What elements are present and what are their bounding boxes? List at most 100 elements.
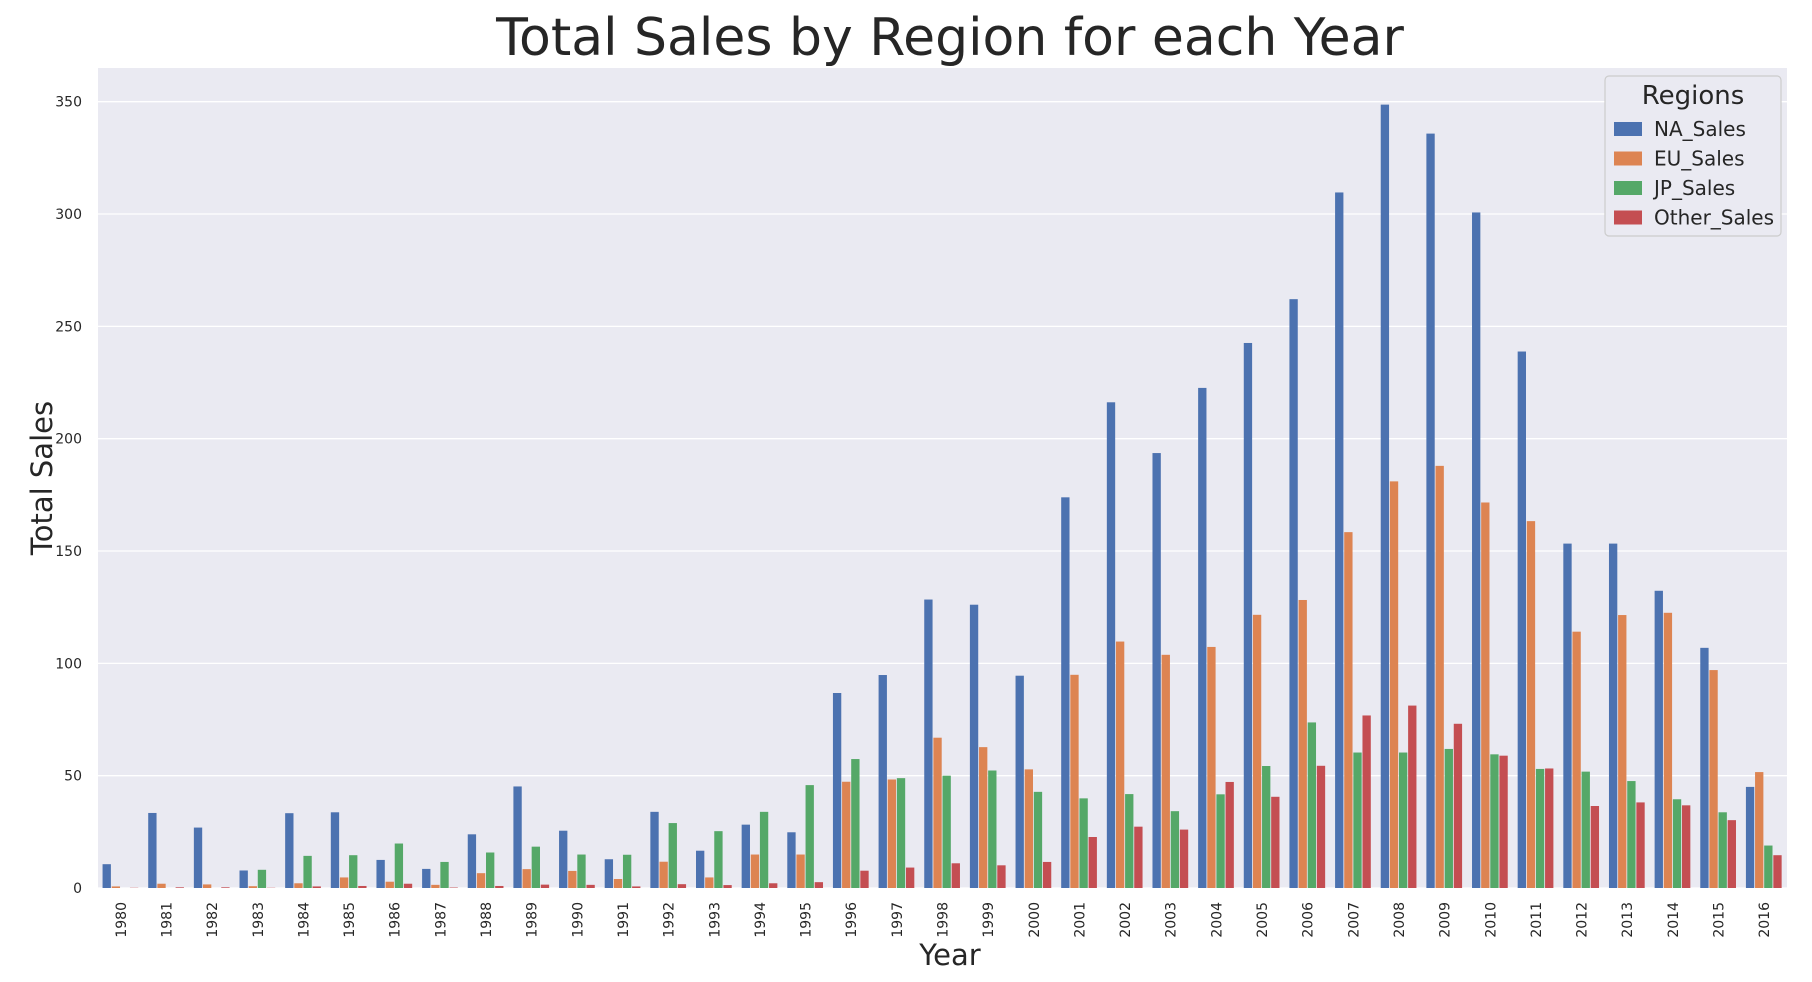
legend-items: NA_Sales EU_Sales JP_Sales Other_Sales [1614,117,1774,230]
x-tick-label: 1986 [388,902,404,938]
bar-other-sales-1981 [175,887,184,888]
legend-swatch [1614,151,1642,166]
bar-eu-sales-2013 [1618,615,1627,888]
bar-eu-sales-2015 [1709,670,1718,888]
bar-other-sales-2004 [1225,781,1234,888]
bar-na-sales-2001 [1061,497,1070,888]
bar-other-sales-2016 [1773,855,1782,888]
legend-box [1604,75,1782,237]
bar-jp-sales-2013 [1627,781,1636,888]
legend-label: EU_Sales [1654,147,1745,171]
bar-eu-sales-1991 [613,879,623,888]
bar-na-sales-2004 [1198,387,1207,888]
x-tick-label: 2012 [1575,902,1591,938]
bar-na-sales-1993 [696,850,705,888]
x-tick-label: 2016 [1757,902,1773,938]
bar-eu-sales-1987 [431,884,440,888]
y-tick-label: 250 [55,319,82,335]
bar-na-sales-2003 [1152,453,1161,888]
bar-na-sales-1986 [376,859,385,888]
bar-eu-sales-1992 [659,861,668,888]
bar-other-sales-1995 [814,882,824,888]
bar-na-sales-1991 [604,859,614,888]
y-tick-label: 200 [55,432,82,448]
bar-na-sales-2014 [1654,590,1663,888]
x-tick-label: 1995 [799,902,815,938]
bar-eu-sales-1984 [294,883,303,888]
bar-eu-sales-1981 [157,883,166,888]
x-tick-label: 2004 [1209,902,1225,938]
bar-jp-sales-2005 [1262,766,1271,888]
y-tick-label: 150 [55,544,82,560]
bar-other-sales-1988 [495,885,504,888]
bar-eu-sales-2000 [1024,769,1033,888]
bar-other-sales-2003 [1179,829,1189,888]
x-tick-label: 2015 [1712,902,1728,938]
bar-other-sales-1992 [677,884,687,888]
bar-other-sales-2014 [1682,805,1691,888]
bar-eu-sales-2001 [1070,674,1079,888]
bar-eu-sales-2012 [1572,631,1581,888]
x-tick-label: 1996 [844,902,860,938]
bar-jp-sales-2009 [1444,748,1453,888]
bar-na-sales-2013 [1608,543,1618,888]
bar-na-sales-2009 [1426,133,1435,889]
bar-other-sales-1982 [221,887,230,888]
legend-title: Regions [1642,81,1745,111]
chart-title: Total Sales by Region for each Year [495,8,1404,68]
bar-eu-sales-1993 [705,877,714,888]
legend-swatch [1614,181,1642,195]
bar-other-sales-2001 [1088,837,1097,888]
bar-jp-sales-2000 [1033,791,1043,888]
x-tick-label: 2007 [1346,902,1362,938]
bar-na-sales-1997 [878,675,887,888]
bar-other-sales-1998 [951,863,960,888]
bar-eu-sales-1990 [568,870,577,888]
bar-jp-sales-1989 [531,846,540,888]
x-tick-label: 2010 [1483,902,1499,938]
bar-eu-sales-2014 [1663,612,1673,888]
x-tick-label: 2003 [1164,902,1180,938]
x-tick-label: 1985 [342,902,358,938]
bar-jp-sales-2008 [1398,752,1408,888]
bar-na-sales-2010 [1472,212,1481,888]
y-axis-title: Total Sales [25,401,59,556]
plot-background [98,68,1787,888]
bar-jp-sales-2014 [1672,799,1682,888]
legend-label: JP_Sales [1652,176,1735,200]
bar-jp-sales-2003 [1170,811,1180,888]
bar-na-sales-1995 [787,832,796,888]
bar-other-sales-1999 [997,865,1006,888]
bar-eu-sales-1994 [750,854,760,888]
bar-na-sales-1989 [513,786,522,888]
bar-eu-sales-2016 [1755,772,1764,888]
bar-eu-sales-2003 [1161,654,1170,888]
bar-na-sales-2011 [1517,351,1526,888]
x-tick-label: 2005 [1255,902,1271,938]
x-tick-label: 2008 [1392,902,1408,938]
bar-na-sales-2015 [1700,647,1709,888]
bar-eu-sales-2007 [1344,532,1353,888]
x-tick-label: 1981 [159,902,175,938]
x-tick-label: 2009 [1438,902,1454,938]
bar-na-sales-2000 [1015,675,1024,888]
x-tick-label: 2013 [1620,902,1636,938]
bar-other-sales-2007 [1362,715,1371,888]
bar-eu-sales-1999 [979,747,988,888]
bar-na-sales-1983 [239,870,248,888]
bar-na-sales-1987 [422,868,431,888]
bar-na-sales-1998 [924,599,933,888]
bar-eu-sales-1988 [476,873,486,888]
bar-na-sales-1980 [102,864,111,888]
bar-other-sales-1984 [312,886,321,888]
x-tick-label: 1991 [616,902,632,938]
bar-jp-sales-2001 [1079,798,1088,888]
bar-eu-sales-1996 [842,781,851,888]
bar-jp-sales-1991 [622,854,632,888]
bar-other-sales-2000 [1042,861,1052,888]
bar-jp-sales-1993 [714,831,723,888]
bar-na-sales-1982 [193,827,203,888]
bar-other-sales-2012 [1590,806,1600,888]
